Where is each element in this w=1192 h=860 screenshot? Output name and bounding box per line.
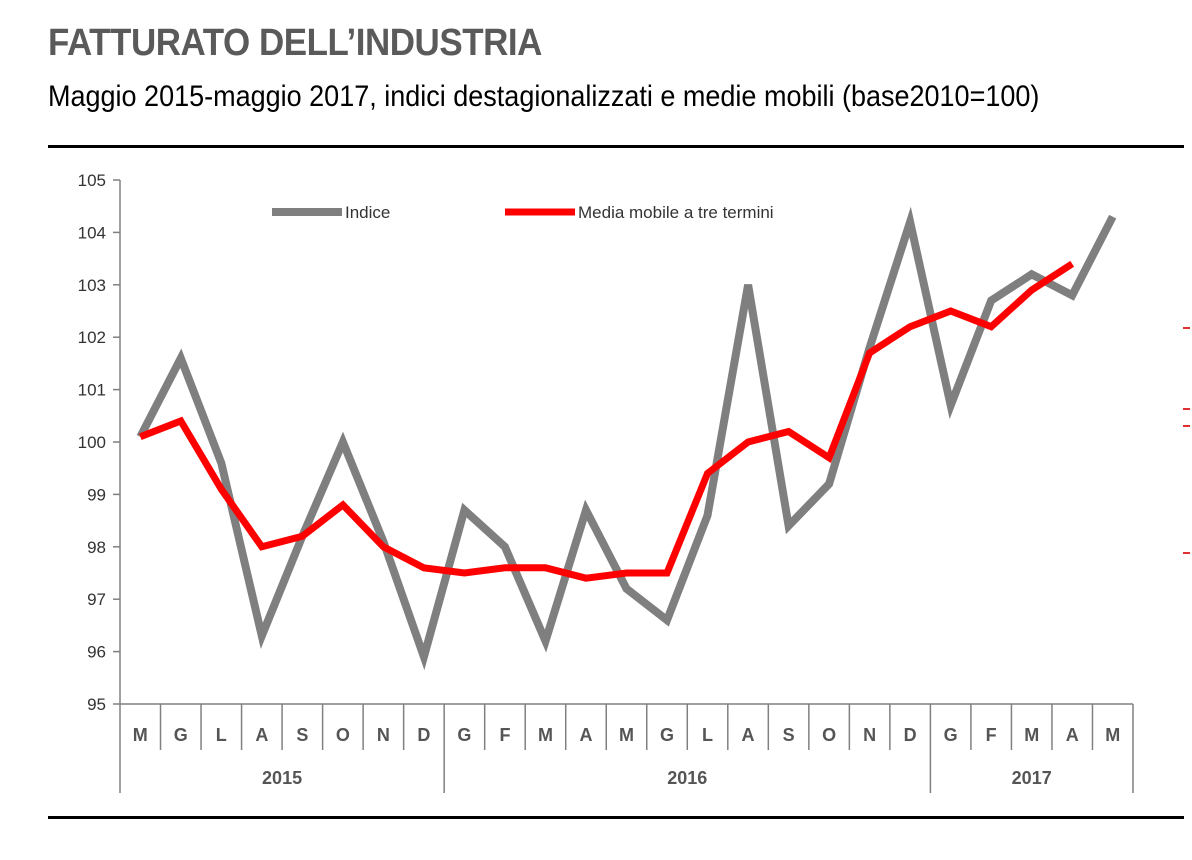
series-line-media-mobile	[139, 260, 1075, 582]
x-tick-label: D	[417, 725, 430, 745]
y-tick-label: 103	[78, 276, 106, 295]
legend-label-media-mobile: Media mobile a tre termini	[578, 203, 774, 222]
axis-layer: 95 96 97 98 99 100 101 102 103 104 105 M G L A S O N D G F M A…	[78, 171, 1134, 793]
x-tick-label: A	[579, 725, 592, 745]
x-tick-label: A	[255, 725, 268, 745]
y-tick-label: 99	[87, 485, 106, 504]
x-tick-label: F	[986, 725, 997, 745]
legend-label-indice: Indice	[345, 203, 390, 222]
y-tick-label: 101	[78, 381, 106, 400]
x-tick-label: M	[133, 725, 148, 745]
x-tick-label: S	[783, 725, 795, 745]
x-tick-label: O	[336, 725, 350, 745]
y-tick-label: 98	[87, 538, 106, 557]
x-tick-label: M	[619, 725, 634, 745]
chart-title: FATTURATO DELL’INDUSTRIA	[48, 22, 542, 64]
x-tick-label: N	[863, 725, 876, 745]
bottom-rule	[48, 816, 1184, 819]
y-tick-label: 96	[87, 643, 106, 662]
y-tick-label: 105	[78, 171, 106, 190]
x-tick-label: G	[660, 725, 674, 745]
legend: Indice Media mobile a tre termini	[272, 203, 774, 222]
chart-subtitle: Maggio 2015-maggio 2017, indici destagio…	[48, 80, 1040, 113]
x-tick-label: M	[1105, 725, 1120, 745]
x-year-label: 2017	[1012, 768, 1052, 788]
x-tick-label: L	[216, 725, 227, 745]
y-tick-label: 97	[87, 590, 106, 609]
x-tick-label: A	[742, 725, 755, 745]
x-year-label: 2016	[667, 768, 707, 788]
x-tick-label: M	[538, 725, 553, 745]
x-tick-label: M	[1024, 725, 1039, 745]
x-tick-label: G	[944, 725, 958, 745]
y-tick-label: 102	[78, 328, 106, 347]
x-tick-label: F	[499, 725, 510, 745]
y-tick-label: 95	[87, 695, 106, 714]
series-line-indice	[136, 206, 1117, 671]
x-tick-label: G	[457, 725, 471, 745]
x-tick-label: L	[702, 725, 713, 745]
x-tick-label: A	[1066, 725, 1079, 745]
x-tick-label: D	[904, 725, 917, 745]
x-tick-label: G	[174, 725, 188, 745]
series-layer	[136, 206, 1117, 671]
x-tick-label: N	[377, 725, 390, 745]
y-tick-label: 104	[78, 223, 106, 242]
top-rule	[48, 145, 1184, 148]
edge-marks	[1183, 327, 1190, 554]
x-year-label: 2015	[262, 768, 302, 788]
x-tick-label: S	[296, 725, 308, 745]
y-tick-label: 100	[78, 433, 106, 452]
x-tick-label: O	[822, 725, 836, 745]
